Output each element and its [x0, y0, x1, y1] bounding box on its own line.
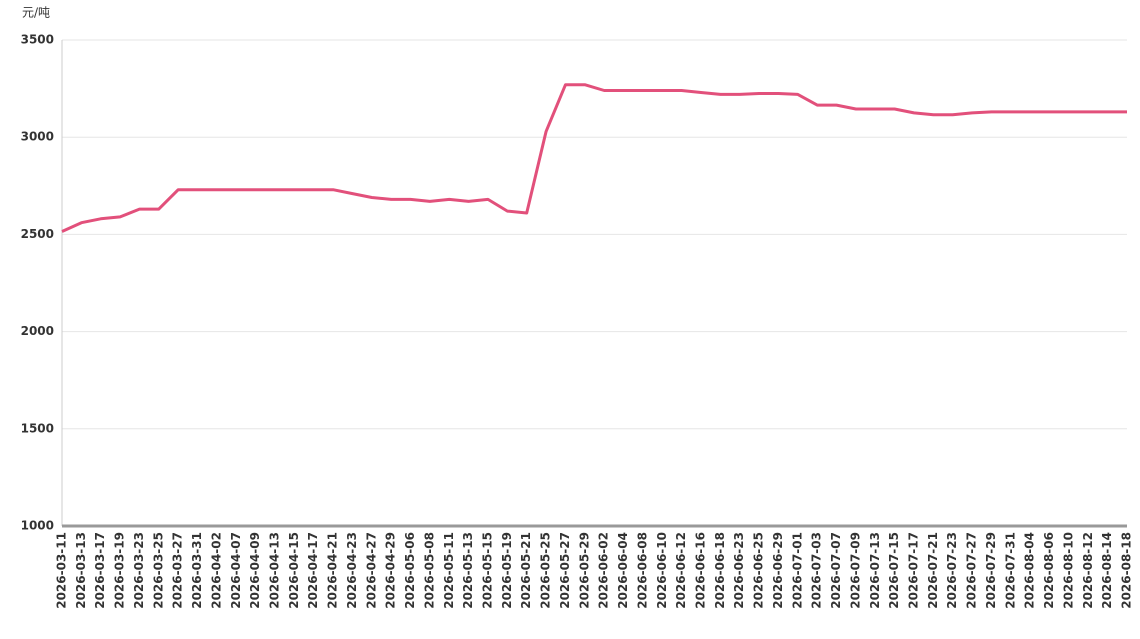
x-tick-label: 2026-05-29	[577, 532, 591, 609]
x-tick-label: 2026-07-17	[907, 532, 921, 609]
x-tick-label: 2026-08-12	[1081, 532, 1095, 609]
x-tick-label: 2026-05-08	[422, 532, 436, 609]
y-tick-label: 1500	[21, 421, 54, 435]
x-tick-label: 2026-03-31	[190, 532, 204, 609]
x-tick-label: 2026-05-06	[403, 532, 417, 609]
x-tick-label: 2026-03-23	[132, 532, 146, 609]
x-tick-label: 2026-04-21	[326, 532, 340, 609]
y-tick-label: 3000	[21, 130, 54, 144]
x-tick-label: 2026-04-15	[287, 532, 301, 609]
x-tick-label: 2026-06-25	[752, 532, 766, 609]
x-tick-label: 2026-06-18	[713, 532, 727, 609]
x-tick-label: 2026-04-09	[248, 532, 262, 609]
y-tick-label: 2500	[21, 227, 54, 241]
x-tick-label: 2026-07-27	[965, 532, 979, 609]
x-tick-label: 2026-03-17	[93, 532, 107, 609]
y-unit: 元/吨	[22, 6, 50, 20]
x-tick-label: 2026-03-25	[151, 532, 165, 609]
y-tick-label: 3500	[21, 33, 54, 47]
x-tick-label: 2026-03-11	[55, 532, 69, 609]
x-tick-label: 2026-03-19	[113, 532, 127, 609]
data-line	[61, 83, 1127, 233]
y-tick-label: 2000	[21, 324, 54, 338]
x-tick-label: 2026-08-18	[1120, 532, 1134, 609]
x-tick-label: 2026-07-15	[887, 532, 901, 609]
x-tick-label: 2026-06-04	[616, 532, 630, 609]
y-tick-label: 1000	[21, 519, 54, 533]
x-tick-label: 2026-06-12	[674, 532, 688, 609]
x-tick-label: 2026-05-11	[442, 532, 456, 609]
x-tick-label: 2026-07-29	[984, 532, 998, 609]
x-tick-label: 2026-07-21	[926, 532, 940, 609]
x-tick-label: 2026-08-14	[1100, 532, 1114, 609]
x-tick-label: 2026-04-13	[268, 532, 282, 609]
x-tick-label: 2026-06-10	[655, 532, 669, 609]
x-tick-label: 2026-03-13	[74, 532, 88, 609]
x-tick-label: 2026-06-23	[732, 532, 746, 609]
x-tick-label: 2026-04-23	[345, 532, 359, 609]
x-tick-label: 2026-07-09	[848, 532, 862, 609]
x-tick-label: 2026-06-16	[694, 532, 708, 609]
x-tick-label: 2026-04-27	[364, 532, 378, 609]
x-tick-label: 2026-07-03	[810, 532, 824, 609]
x-tick-label: 2026-06-08	[635, 532, 649, 609]
x-tick-label: 2026-08-06	[1042, 532, 1056, 609]
x-tick-label: 2026-05-13	[461, 532, 475, 609]
x-tick-label: 2026-05-21	[519, 532, 533, 609]
x-tick-label: 2026-07-01	[790, 532, 804, 609]
x-tick-label: 2026-04-02	[209, 532, 223, 609]
x-tick-label: 2026-07-13	[868, 532, 882, 609]
x-tick-label: 2026-03-27	[171, 532, 185, 609]
x-tick-label: 2026-04-07	[229, 532, 243, 609]
x-tick-label: 2026-06-02	[597, 532, 611, 609]
x-tick-label: 2026-07-23	[945, 532, 959, 609]
x-tick-label: 2026-06-29	[771, 532, 785, 609]
x-tick-label: 2026-07-31	[1003, 532, 1017, 609]
x-tick-label: 2026-08-10	[1061, 532, 1075, 609]
x-tick-label: 2026-05-19	[500, 532, 514, 609]
x-tick-label: 2026-04-29	[384, 532, 398, 609]
x-tick-label: 2026-05-15	[481, 532, 495, 609]
x-tick-label: 2026-08-04	[1023, 532, 1037, 609]
x-tick-label: 2026-04-17	[306, 532, 320, 609]
x-tick-label: 2026-07-07	[829, 532, 843, 609]
x-tick-label: 2026-05-27	[558, 532, 572, 609]
x-tick-label: 2026-05-25	[539, 532, 553, 609]
